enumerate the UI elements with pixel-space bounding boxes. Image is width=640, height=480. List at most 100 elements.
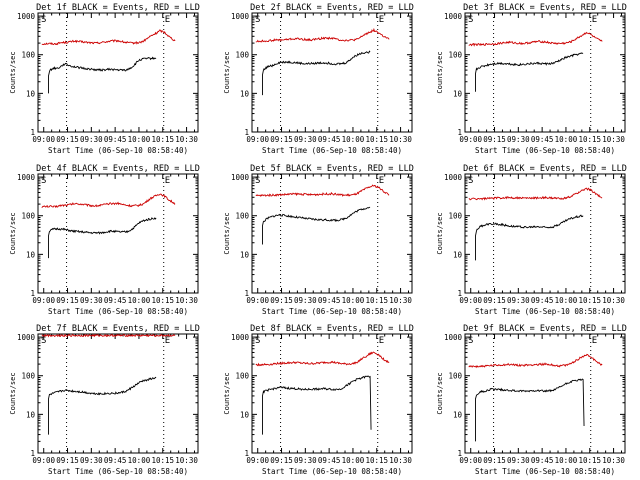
y-tick-label: 1: [244, 449, 249, 458]
x-tick-label: 09:00: [246, 296, 269, 305]
x-tick-label: 09:45: [104, 456, 127, 465]
start-marker-label: S: [41, 15, 46, 25]
x-tick-label: 10:00: [342, 135, 365, 144]
x-axis-label: Start Time (06-Sep-10 08:58:40): [262, 307, 402, 316]
x-tick-label: 10:30: [602, 456, 625, 465]
x-tick-label: 09:45: [531, 296, 554, 305]
x-tick-label: 10:00: [555, 135, 578, 144]
x-tick-label: 09:30: [80, 296, 103, 305]
x-axis-label: Start Time (06-Sep-10 08:58:40): [475, 307, 615, 316]
chart-title: Det 9f BLACK = Events, RED = LLD: [463, 324, 627, 334]
x-tick-label: 10:30: [389, 296, 412, 305]
y-tick-label: 10: [240, 250, 250, 259]
x-axis-label: Start Time (06-Sep-10 08:58:40): [48, 307, 188, 316]
x-tick-label: 09:45: [531, 456, 554, 465]
y-axis-label: Counts/sec: [9, 372, 17, 414]
lld-series-line: [255, 27, 390, 43]
x-tick-label: 09:15: [270, 296, 293, 305]
x-tick-label: 09:15: [270, 456, 293, 465]
chart-title: Det 8f BLACK = Events, RED = LLD: [250, 324, 414, 334]
y-tick-label: 10: [26, 89, 36, 98]
y-tick-label: 100: [21, 51, 35, 60]
x-tick-label: 09:00: [246, 456, 269, 465]
y-tick-label: 1: [30, 289, 35, 298]
x-tick-label: 09:30: [294, 296, 317, 305]
plot-frame: [37, 333, 199, 454]
x-tick-label: 10:30: [175, 456, 198, 465]
y-tick-label: 1000: [17, 173, 36, 182]
events-series-line: [48, 56, 157, 94]
plot-frame: [464, 333, 626, 454]
x-tick-label: 09:30: [80, 135, 103, 144]
lld-series-line: [468, 31, 603, 47]
y-tick-label: 1: [457, 128, 462, 137]
start-marker-label: S: [255, 15, 260, 25]
y-tick-label: 1000: [444, 333, 463, 342]
end-marker-label: E: [165, 176, 170, 186]
x-tick-label: 09:00: [459, 456, 482, 465]
y-tick-label: 1: [30, 449, 35, 458]
x-tick-label: 09:15: [56, 135, 79, 144]
x-tick-label: 09:30: [80, 456, 103, 465]
x-tick-label: 10:15: [578, 456, 601, 465]
x-tick-label: 10:15: [151, 456, 174, 465]
y-axis-label: Counts/sec: [9, 212, 17, 254]
x-tick-label: 10:15: [151, 135, 174, 144]
x-axis-label: Start Time (06-Sep-10 08:58:40): [475, 467, 615, 476]
x-tick-label: 10:00: [128, 296, 151, 305]
start-marker-label: S: [41, 176, 46, 186]
events-series-line: [475, 378, 585, 442]
end-marker-label: E: [592, 336, 597, 346]
start-marker-label: S: [468, 176, 473, 186]
y-tick-label: 1: [244, 289, 249, 298]
y-tick-label: 1: [457, 289, 462, 298]
y-axis-label: Counts/sec: [223, 212, 231, 254]
y-tick-label: 10: [240, 410, 250, 419]
start-marker-label: S: [255, 176, 260, 186]
y-axis-label: Counts/sec: [223, 51, 231, 93]
lld-series-line: [255, 184, 390, 197]
y-tick-label: 10: [453, 250, 463, 259]
end-marker-label: E: [379, 176, 384, 186]
y-tick-label: 1000: [444, 173, 463, 182]
x-tick-label: 10:15: [151, 296, 174, 305]
x-axis-label: Start Time (06-Sep-10 08:58:40): [48, 146, 188, 155]
chart-title: Det 1f BLACK = Events, RED = LLD: [36, 3, 200, 13]
events-series-line: [475, 52, 584, 92]
end-marker-label: E: [379, 15, 384, 25]
y-tick-label: 100: [235, 51, 249, 60]
chart-panel-4: Det 4f BLACK = Events, RED = LLD 1 10 100 10…: [9, 164, 200, 316]
y-tick-label: 1000: [444, 12, 463, 21]
y-axis-label: Counts/sec: [436, 212, 444, 254]
plot-frame: [37, 173, 199, 294]
lld-series-line: [255, 351, 390, 367]
x-tick-label: 09:00: [32, 296, 55, 305]
x-tick-label: 10:30: [602, 296, 625, 305]
lld-series-line: [468, 353, 603, 369]
y-tick-label: 100: [235, 212, 249, 221]
events-series-line: [48, 376, 157, 435]
x-tick-label: 09:00: [459, 135, 482, 144]
x-tick-label: 10:15: [578, 296, 601, 305]
x-tick-label: 10:00: [555, 456, 578, 465]
y-tick-label: 10: [453, 89, 463, 98]
x-tick-label: 09:00: [32, 456, 55, 465]
y-tick-label: 100: [448, 51, 462, 60]
x-tick-label: 09:45: [531, 135, 554, 144]
x-tick-label: 09:30: [507, 296, 530, 305]
x-tick-label: 09:15: [56, 456, 79, 465]
y-axis-label: Counts/sec: [436, 51, 444, 93]
x-tick-label: 09:45: [318, 456, 341, 465]
x-tick-label: 09:30: [294, 135, 317, 144]
x-tick-label: 10:30: [602, 135, 625, 144]
chart-title: Det 5f BLACK = Events, RED = LLD: [250, 164, 414, 174]
y-tick-label: 1000: [231, 173, 250, 182]
chart-panel-5: Det 5f BLACK = Events, RED = LLD 1 10 100 10…: [223, 164, 414, 316]
end-marker-label: E: [165, 336, 170, 346]
plot-frame: [37, 12, 199, 133]
chart-panel-7: Det 7f BLACK = Events, RED = LLD 1 10 100 10…: [9, 324, 200, 476]
x-tick-label: 10:00: [342, 296, 365, 305]
x-tick-label: 09:30: [507, 456, 530, 465]
lld-series-line: [41, 193, 176, 209]
